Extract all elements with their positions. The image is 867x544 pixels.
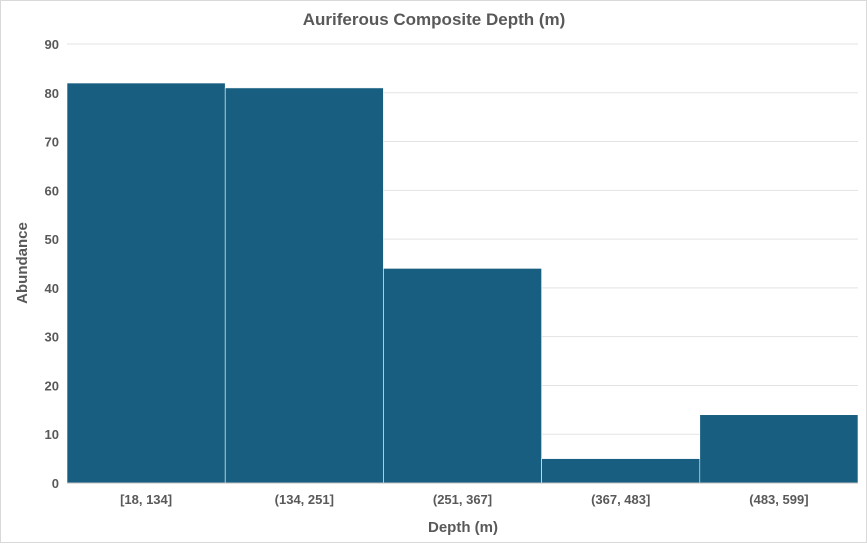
y-tick-label: 20 <box>45 378 59 393</box>
y-tick-label: 80 <box>45 86 59 101</box>
bar-2 <box>383 268 542 484</box>
y-tick-label: 50 <box>45 232 59 247</box>
x-tick-label: (134, 251] <box>275 492 334 507</box>
chart-title: Auriferous Composite Depth (m) <box>303 10 566 29</box>
y-tick-label: 60 <box>45 183 59 198</box>
x-tick-label: (251, 367] <box>433 492 492 507</box>
bars <box>66 82 859 484</box>
y-tick-labels: 0 10 20 30 40 50 60 70 80 90 <box>45 37 59 491</box>
bar-1 <box>224 87 384 484</box>
bar-0 <box>66 82 226 484</box>
x-axis-title: Depth (m) <box>428 519 498 536</box>
y-tick-label: 10 <box>45 427 59 442</box>
y-tick-label: 0 <box>52 476 59 491</box>
x-tick-label: [18, 134] <box>120 492 172 507</box>
y-axis-title: Abundance <box>14 222 31 304</box>
y-tick-label: 30 <box>45 330 59 345</box>
bar-3 <box>541 458 701 484</box>
x-tick-label: (483, 599] <box>749 492 808 507</box>
y-tick-label: 70 <box>45 135 59 150</box>
y-tick-label: 40 <box>45 281 59 296</box>
bar-4 <box>699 414 859 484</box>
x-tick-labels: [18, 134] (134, 251] (251, 367] (367, 483] (… <box>120 492 808 507</box>
y-tick-label: 90 <box>45 37 59 52</box>
x-tick-label: (367, 483] <box>591 492 650 507</box>
